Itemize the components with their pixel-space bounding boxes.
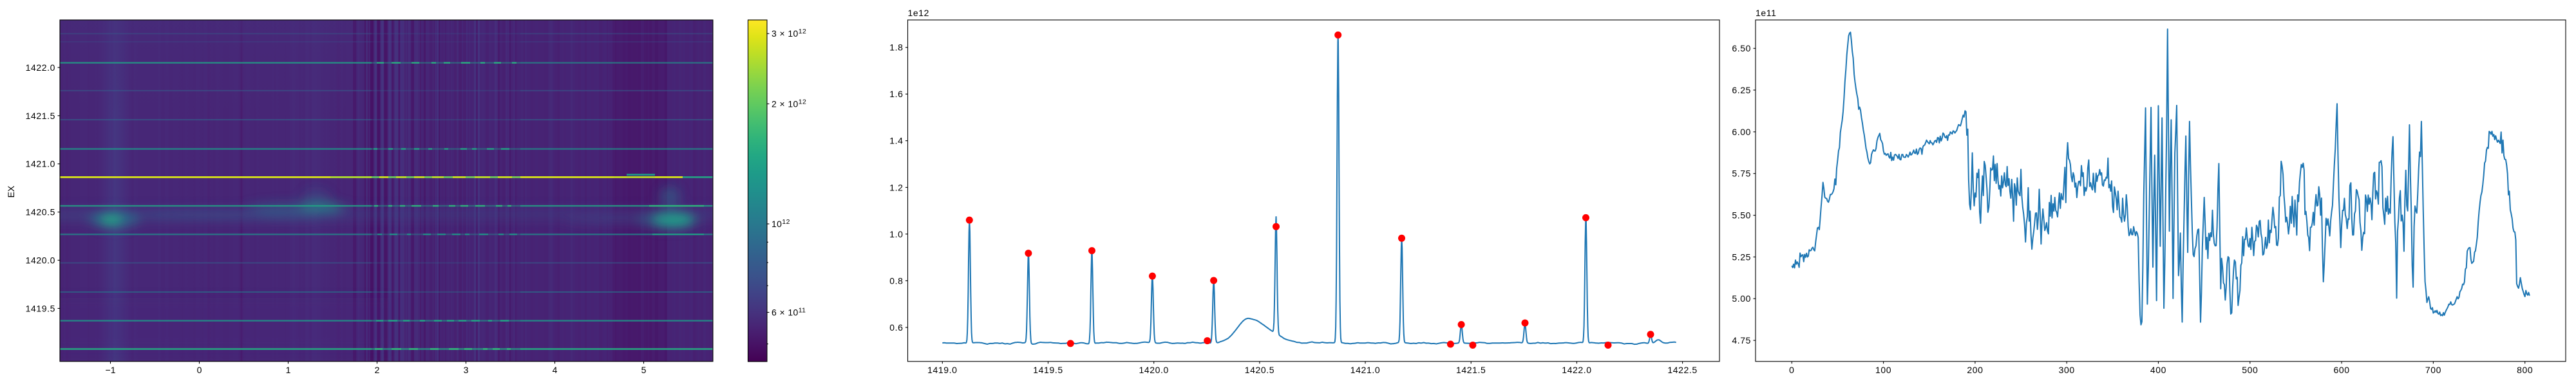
svg-text:1422.0: 1422.0 <box>1562 365 1591 375</box>
svg-text:6.25: 6.25 <box>1732 85 1751 95</box>
svg-text:EX: EX <box>6 185 16 198</box>
svg-text:2: 2 <box>375 365 380 375</box>
svg-text:5: 5 <box>641 365 647 375</box>
svg-text:1422.0: 1422.0 <box>26 62 55 73</box>
svg-text:1420.0: 1420.0 <box>1139 365 1168 375</box>
svg-text:1420.5: 1420.5 <box>1245 365 1274 375</box>
svg-text:0: 0 <box>1789 365 1794 375</box>
svg-text:4.75: 4.75 <box>1732 335 1751 345</box>
svg-text:−1: −1 <box>106 365 116 375</box>
svg-text:400: 400 <box>2150 365 2166 375</box>
svg-text:700: 700 <box>2425 365 2441 375</box>
svg-text:600: 600 <box>2334 365 2350 375</box>
svg-text:1420.5: 1420.5 <box>26 207 55 217</box>
svg-text:0: 0 <box>197 365 202 375</box>
svg-text:100: 100 <box>1875 365 1891 375</box>
svg-text:1421.0: 1421.0 <box>1350 365 1380 375</box>
svg-text:2 × 1012: 2 × 1012 <box>772 98 806 109</box>
svg-text:0.6: 0.6 <box>889 322 903 333</box>
svg-text:1421.0: 1421.0 <box>26 159 55 169</box>
svg-text:500: 500 <box>2242 365 2258 375</box>
svg-text:5.50: 5.50 <box>1732 210 1751 221</box>
svg-text:5.00: 5.00 <box>1732 293 1751 304</box>
svg-text:300: 300 <box>2059 365 2075 375</box>
svg-text:1.8: 1.8 <box>889 42 903 53</box>
svg-text:1e12: 1e12 <box>908 8 930 18</box>
svg-text:1.0: 1.0 <box>889 229 903 239</box>
svg-text:1419.5: 1419.5 <box>1033 365 1063 375</box>
svg-text:5.75: 5.75 <box>1732 169 1751 179</box>
svg-text:1e11: 1e11 <box>1756 8 1777 18</box>
svg-text:1.4: 1.4 <box>889 136 903 146</box>
svg-text:1: 1 <box>286 365 291 375</box>
svg-text:200: 200 <box>1967 365 1983 375</box>
svg-text:6 × 1011: 6 × 1011 <box>772 307 806 318</box>
svg-text:1.2: 1.2 <box>889 182 903 192</box>
svg-text:1422.5: 1422.5 <box>1667 365 1697 375</box>
svg-text:1421.5: 1421.5 <box>1456 365 1486 375</box>
svg-text:3 × 1012: 3 × 1012 <box>772 28 806 39</box>
svg-text:6.50: 6.50 <box>1732 43 1751 53</box>
svg-text:6.00: 6.00 <box>1732 127 1751 137</box>
svg-text:1419.0: 1419.0 <box>927 365 957 375</box>
svg-text:800: 800 <box>2517 365 2533 375</box>
svg-text:1421.5: 1421.5 <box>26 111 55 121</box>
svg-text:0.8: 0.8 <box>889 275 903 286</box>
svg-text:4: 4 <box>553 365 558 375</box>
svg-text:1419.5: 1419.5 <box>26 303 55 313</box>
svg-text:1420.0: 1420.0 <box>26 255 55 266</box>
svg-text:3: 3 <box>464 365 469 375</box>
svg-text:1.6: 1.6 <box>889 89 903 99</box>
svg-text:5.25: 5.25 <box>1732 252 1751 262</box>
